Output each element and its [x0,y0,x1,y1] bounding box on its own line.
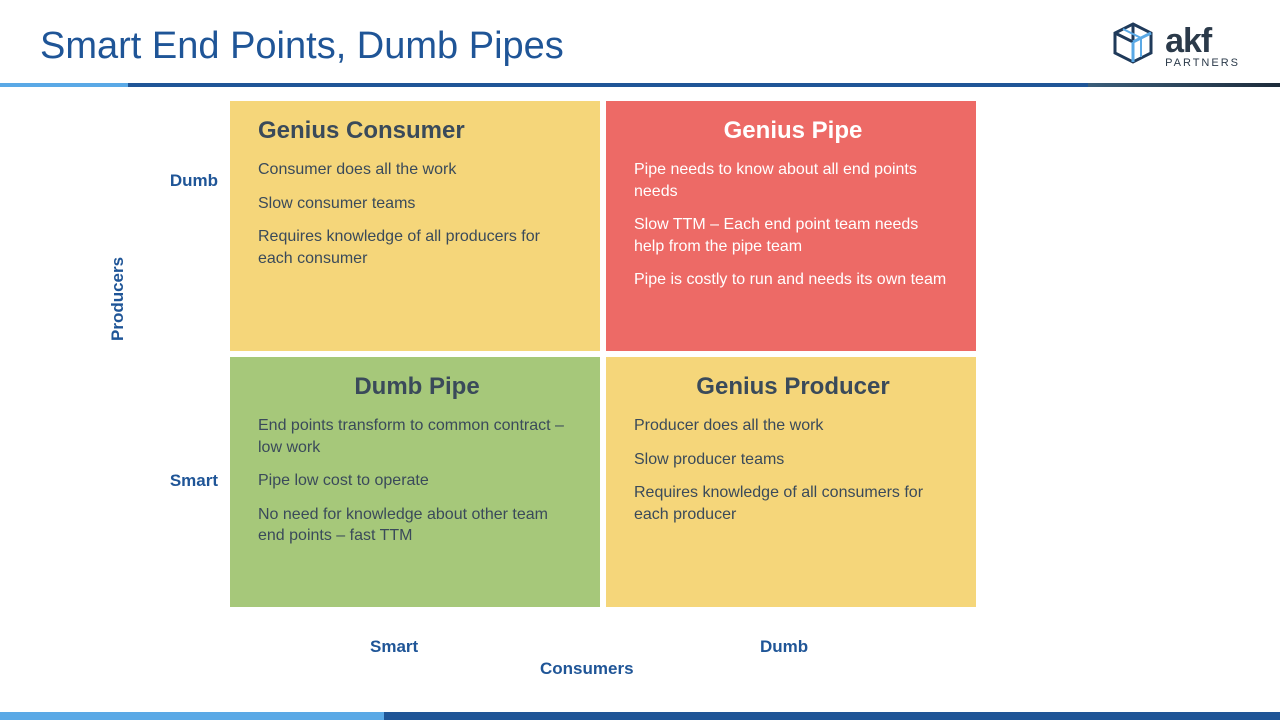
quadrant-title: Genius Consumer [258,117,576,145]
quadrant-bullet: End points transform to common contract … [258,415,576,458]
quadrant-top-right: Genius Pipe Pipe needs to know about all… [606,101,976,351]
logo-cube-icon [1109,20,1157,73]
y-axis-title: Producers [108,257,128,341]
quadrant-title: Genius Producer [634,373,952,401]
quadrant-bullet: No need for knowledge about other team e… [258,504,576,547]
quadrant-body: End points transform to common contract … [258,415,576,547]
quadrant-bottom-right: Genius Producer Producer does all the wo… [606,357,976,607]
logo-text: akf PARTNERS [1165,24,1240,69]
quadrant-body: Producer does all the work Slow producer … [634,415,952,525]
quadrant-top-left: Genius Consumer Consumer does all the wo… [230,101,600,351]
quadrant-bottom-left: Dumb Pipe End points transform to common… [230,357,600,607]
quadrant-bullet: Slow consumer teams [258,193,576,215]
quadrant-body: Pipe needs to know about all end points … [634,159,952,291]
matrix-content: Producers Dumb Smart Genius Consumer Con… [0,101,1280,681]
logo-main: akf [1165,24,1240,58]
x-label-right: Dumb [760,637,808,657]
quadrant-title: Genius Pipe [634,117,952,145]
quadrant-bullet: Consumer does all the work [258,159,576,181]
quadrant-bullet: Requires knowledge of all producers for … [258,226,576,269]
quadrant-bullet: Pipe is costly to run and needs its own … [634,269,952,291]
quadrant-grid: Genius Consumer Consumer does all the wo… [230,101,976,607]
quadrant-title: Dumb Pipe [258,373,576,401]
logo: akf PARTNERS [1109,20,1240,73]
footer-stripe [0,712,1280,720]
quadrant-bullet: Pipe low cost to operate [258,470,576,492]
y-label-top: Dumb [138,171,218,191]
quadrant-bullet: Pipe needs to know about all end points … [634,159,952,202]
logo-sub: PARTNERS [1165,58,1240,69]
slide-header: Smart End Points, Dumb Pipes akf PARTNER… [0,0,1280,83]
quadrant-bullet: Slow TTM – Each end point team needs hel… [634,214,952,257]
header-divider [0,83,1280,87]
quadrant-bullet: Requires knowledge of all consumers for … [634,482,952,525]
slide-title: Smart End Points, Dumb Pipes [40,25,564,68]
quadrant-body: Consumer does all the work Slow consumer … [258,159,576,269]
quadrant-bullet: Producer does all the work [634,415,952,437]
x-label-left: Smart [370,637,418,657]
quadrant-bullet: Slow producer teams [634,449,952,471]
y-label-bottom: Smart [138,471,218,491]
x-axis-title: Consumers [540,659,634,679]
